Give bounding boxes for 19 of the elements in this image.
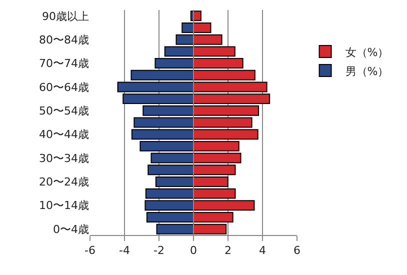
x-tick-label: 0 bbox=[190, 244, 197, 258]
y-tick-label: 50〜54歳 bbox=[39, 104, 89, 118]
x-tick-label: 4 bbox=[259, 244, 266, 258]
x-tick-label: -2 bbox=[154, 244, 164, 258]
x-tick-label: 2 bbox=[224, 244, 232, 258]
y-tick-label: 30〜34歳 bbox=[39, 152, 89, 165]
y-tick-label: 60〜64歳 bbox=[39, 80, 89, 94]
legend-label: 男（%） bbox=[345, 64, 389, 78]
y-tick-label: 70〜74歳 bbox=[39, 57, 89, 70]
legend-label: 女（%） bbox=[345, 46, 389, 59]
y-tick-label: 20〜24歳 bbox=[39, 176, 89, 189]
y-tick-label: 90歳以上 bbox=[42, 10, 89, 23]
y-tick-label: 40〜44歳 bbox=[39, 128, 89, 142]
y-tick-label: 80〜84歳 bbox=[39, 33, 89, 46]
y-tick-label: 10〜14歳 bbox=[39, 199, 89, 212]
x-tick-label: -4 bbox=[119, 244, 130, 258]
x-tick-label: -6 bbox=[84, 244, 96, 258]
y-tick-label: 0〜4歳 bbox=[53, 222, 89, 236]
x-tick-label: 6 bbox=[294, 244, 300, 258]
